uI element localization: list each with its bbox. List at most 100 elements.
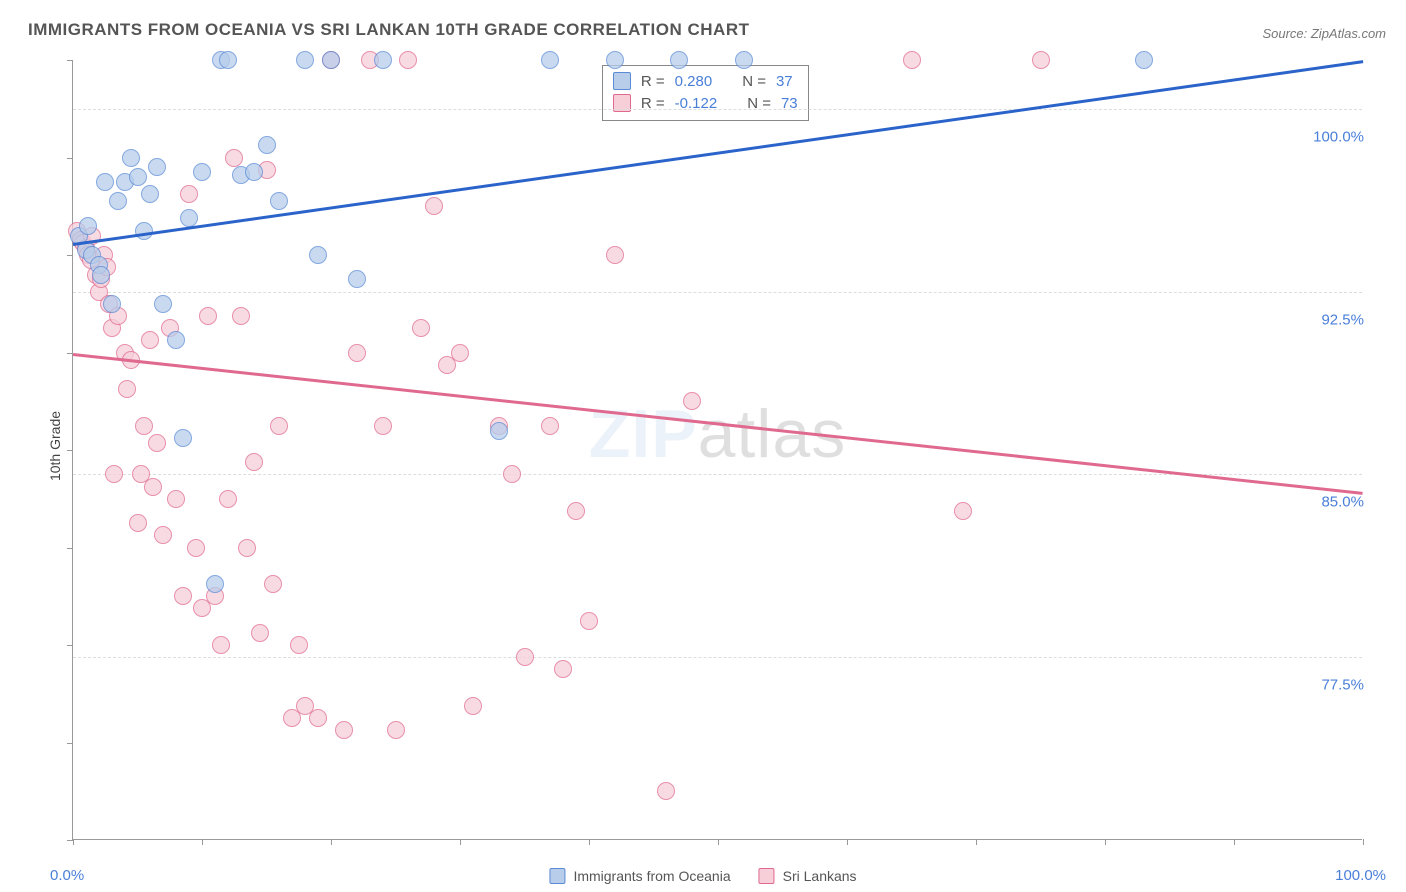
x-tick [589,839,590,845]
point-sri-lankans [541,417,559,435]
point-sri-lankans [309,709,327,727]
point-sri-lankans [451,344,469,362]
n-label: N = [742,73,766,90]
point-sri-lankans [464,697,482,715]
point-sri-lankans [225,149,243,167]
point-oceania [193,163,211,181]
point-sri-lankans [199,307,217,325]
x-tick [718,839,719,845]
point-oceania [258,136,276,154]
point-sri-lankans [219,490,237,508]
point-oceania [270,192,288,210]
y-tick [67,450,73,451]
point-sri-lankans [180,185,198,203]
x-tick [1105,839,1106,845]
point-sri-lankans [903,51,921,69]
y-tick-label: 92.5% [1319,311,1366,328]
y-tick [67,255,73,256]
point-sri-lankans [238,539,256,557]
stats-row-b: R = -0.122 N = 73 [613,92,798,114]
point-sri-lankans [425,197,443,215]
point-oceania [322,51,340,69]
point-sri-lankans [118,380,136,398]
legend: Immigrants from Oceania Sri Lankans [549,868,856,884]
x-tick [460,839,461,845]
point-sri-lankans [399,51,417,69]
point-oceania [374,51,392,69]
point-oceania [206,575,224,593]
point-oceania [103,295,121,313]
point-sri-lankans [954,502,972,520]
legend-label-a: Immigrants from Oceania [573,868,730,884]
point-sri-lankans [567,502,585,520]
point-sri-lankans [412,319,430,337]
legend-item-b: Sri Lankans [759,868,857,884]
point-sri-lankans [245,453,263,471]
point-oceania [245,163,263,181]
gridline [73,474,1362,475]
y-tick [67,158,73,159]
point-oceania [348,270,366,288]
point-sri-lankans [1032,51,1050,69]
x-tick [1234,839,1235,845]
point-sri-lankans [167,490,185,508]
point-sri-lankans [251,624,269,642]
x-tick [1363,839,1364,845]
point-oceania [167,331,185,349]
legend-item-a: Immigrants from Oceania [549,868,730,884]
legend-label-b: Sri Lankans [783,868,857,884]
point-oceania [109,192,127,210]
r-label: R = [641,73,665,90]
point-sri-lankans [516,648,534,666]
point-oceania [92,266,110,284]
point-oceania [141,185,159,203]
y-tick [67,645,73,646]
point-oceania [1135,51,1153,69]
x-tick [73,839,74,845]
n-value-a: 37 [776,73,793,90]
x-tick [331,839,332,845]
point-oceania [541,51,559,69]
y-axis-title: 10th Grade [47,411,63,481]
point-sri-lankans [335,721,353,739]
point-oceania [219,51,237,69]
gridline [73,292,1362,293]
chart-title: IMMIGRANTS FROM OCEANIA VS SRI LANKAN 10… [28,20,750,40]
point-oceania [79,217,97,235]
y-tick-label: 85.0% [1319,494,1366,511]
point-oceania [606,51,624,69]
point-sri-lankans [580,612,598,630]
point-oceania [96,173,114,191]
point-oceania [148,158,166,176]
point-sri-lankans [387,721,405,739]
point-sri-lankans [187,539,205,557]
swatch-blue-icon [549,868,565,884]
gridline [73,657,1362,658]
swatch-blue-icon [613,72,631,90]
point-sri-lankans [503,465,521,483]
x-axis-max-label: 100.0% [1335,867,1386,884]
y-tick-label: 77.5% [1319,677,1366,694]
x-tick [976,839,977,845]
point-sri-lankans [606,246,624,264]
point-sri-lankans [264,575,282,593]
source-credit: Source: ZipAtlas.com [1262,26,1386,41]
y-tick [67,548,73,549]
point-sri-lankans [270,417,288,435]
x-tick [202,839,203,845]
point-sri-lankans [148,434,166,452]
stats-row-a: R = 0.280 N = 37 [613,70,798,92]
point-oceania [670,51,688,69]
swatch-pink-icon [759,868,775,884]
x-tick [847,839,848,845]
point-sri-lankans [554,660,572,678]
gridline [73,109,1362,110]
point-sri-lankans [212,636,230,654]
point-sri-lankans [683,392,701,410]
point-sri-lankans [174,587,192,605]
stats-box: R = 0.280 N = 37 R = -0.122 N = 73 [602,65,809,121]
point-sri-lankans [105,465,123,483]
point-sri-lankans [141,331,159,349]
point-oceania [309,246,327,264]
point-sri-lankans [129,514,147,532]
